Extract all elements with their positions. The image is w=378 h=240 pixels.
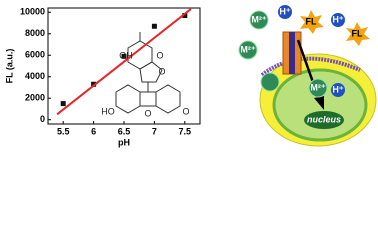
data-point [121,53,127,59]
cell [238,5,377,147]
structure-label: O [156,50,163,60]
data-point [151,23,157,29]
x-tick-label: 6.5 [118,126,131,136]
diagram-label: nucleus [307,114,341,124]
structure-label: HO [101,106,115,116]
data-point [182,13,188,19]
plot-frame [47,7,201,125]
diagram-label: M²⁺ [251,14,266,24]
x-tick-label: 7 [152,126,157,136]
diagram-label: H⁺ [332,14,343,24]
y-tick-label: 6000 [25,50,45,60]
x-tick-label: 6 [91,126,96,136]
diagram-label: H⁺ [332,84,343,94]
structure-label: O [144,108,151,118]
y-tick-label: 0 [40,114,45,124]
structure-label: OH [119,50,133,60]
x-tick-label: 5.5 [57,126,70,136]
x-axis-label: pH [118,137,130,147]
y-tick-label: 2000 [25,93,45,103]
y-tick-label: 10000 [20,7,45,17]
y-axis-label: FL (a.u.) [4,49,14,84]
diagram-label: M²⁺ [240,44,255,54]
diagram-label: FL [352,28,363,38]
data-point [60,101,66,107]
diagram-label: FL [306,16,317,26]
fit-line [56,8,192,116]
y-tick-label: 4000 [25,71,45,81]
molecule [115,32,181,114]
structure-label: O [182,106,189,116]
figure: 0 2000 4000 6000 8000 10000 5.5 6 6.5 7 7.5 pH FL (a… [4,5,377,147]
diagram-label: M²⁺ [310,82,325,92]
x-tick-label: 7.5 [179,126,192,136]
y-tick-label: 8000 [25,28,45,38]
data-point [91,81,97,87]
diagram-label: H⁺ [279,6,290,16]
structure-label: O [158,66,165,76]
